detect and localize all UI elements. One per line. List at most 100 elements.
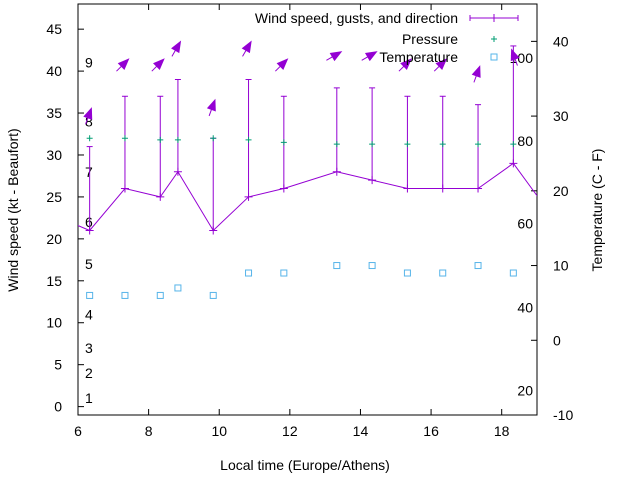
temperature-point [509,269,517,277]
y-left-tick-label: 45 [46,21,62,37]
y-left-tick-label: 30 [46,147,62,163]
legend-label: Pressure [402,31,458,47]
wind-speed-point [156,192,165,201]
pressure-point [86,135,93,142]
x-axis-label: Local time (Europe/Athens) [220,457,390,473]
arrow-head [241,40,252,54]
pressure-point [157,136,164,143]
arrow-head [206,98,216,112]
wind-direction-arrow [171,40,182,57]
y-axis-left-label: Wind speed (kt - Beaufort) [5,128,21,291]
y-left-tick-label: 35 [46,105,62,121]
wind-direction-arrow [398,58,412,72]
beaufort-label: 2 [85,365,93,381]
axis-ticks-group [77,4,537,416]
x-tick-label: 14 [353,423,369,439]
wind-direction-arrow [83,107,93,125]
y-right-tick-label: 40 [553,33,569,49]
beaufort-label: 7 [85,164,93,180]
pressure-point [510,141,517,148]
y-right-tick-label: -10 [553,407,573,423]
temperature-point [121,291,129,299]
arrow-head [471,65,481,78]
x-tick-label: 8 [145,423,153,439]
y-right-tick-label: 10 [553,258,569,274]
beaufort-label: 5 [85,256,93,272]
data-marks-group [78,40,537,299]
wind-direction-arrow [116,58,130,72]
legend-wind-marker [490,14,498,22]
wind-direction-arrow [206,98,216,117]
arrow-head [510,48,520,62]
fahrenheit-label: 20 [517,382,533,398]
legend-temperature-marker [490,53,498,61]
pressure-point [210,135,217,142]
temperature-point [403,269,411,277]
wind-speed-point [332,167,341,176]
chart-frame-group [77,3,538,416]
y-left-tick-label: 25 [46,189,62,205]
wind-speed-point [85,226,94,235]
y-left-tick-label: 15 [46,273,62,289]
arrow-head [153,58,165,70]
temperature-point [86,291,94,299]
y-axis-right-label: Temperature (C - F) [589,149,605,272]
y-left-tick-label: 20 [46,231,62,247]
y-left-tick-label: 0 [54,399,62,415]
pressure-point [404,141,411,148]
beaufort-label: 9 [85,55,93,71]
arrow-head [400,58,412,70]
wind-speed-point [438,184,447,193]
wind-direction-arrow [326,51,343,62]
wind-direction-arrow [275,58,289,72]
arrow-head [117,58,130,70]
fahrenheit-label: 40 [517,299,533,315]
temperature-point [174,284,182,292]
wind-speed-point [173,167,182,176]
wind-speed-point [368,176,377,185]
pressure-point [333,141,340,148]
temperature-point [333,262,341,270]
wind-speed-point [209,226,218,235]
pressure-point [369,141,376,148]
legend-pressure-marker [491,36,497,42]
arrow-head [364,51,378,62]
x-tick-label: 16 [423,423,439,439]
x-tick-label: 10 [211,423,227,439]
temperature-point [280,269,288,277]
beaufort-label: 3 [85,340,93,356]
pressure-point [245,136,252,143]
x-tick-label: 12 [282,423,298,439]
arrow-head [435,58,448,70]
y-left-tick-label: 40 [46,63,62,79]
pressure-point [280,139,287,146]
wind-direction-arrow [151,58,165,72]
y-right-tick-label: 30 [553,108,569,124]
pressure-point [439,141,446,148]
wind-speed-point [279,184,288,193]
fahrenheit-label: 60 [517,216,533,232]
wind-direction-arrow [241,40,252,57]
arrow-head [276,58,289,70]
arrow-head [329,51,343,62]
beaufort-label: 6 [85,214,93,230]
wind-speed-point [120,184,129,193]
wind-direction-arrow [361,51,378,62]
arrow-head [171,40,182,54]
wind-speed-point [244,192,253,201]
legend-label: Wind speed, gusts, and direction [255,10,458,26]
plot-frame [77,3,538,416]
legend: Wind speed, gusts, and direction Pressure… [255,10,519,65]
wind-direction-arrow [471,65,481,83]
y-left-tick-label: 10 [46,315,62,331]
pressure-point [475,141,482,148]
beaufort-label: 4 [85,306,93,322]
temperature-point [368,262,376,270]
wind-direction-arrow [433,58,448,72]
y-right-tick-label: 0 [553,332,561,348]
y-right-tick-label: 20 [553,183,569,199]
beaufort-label: 1 [85,390,93,406]
temperature-point [156,291,164,299]
wind-speed-point [403,184,412,193]
